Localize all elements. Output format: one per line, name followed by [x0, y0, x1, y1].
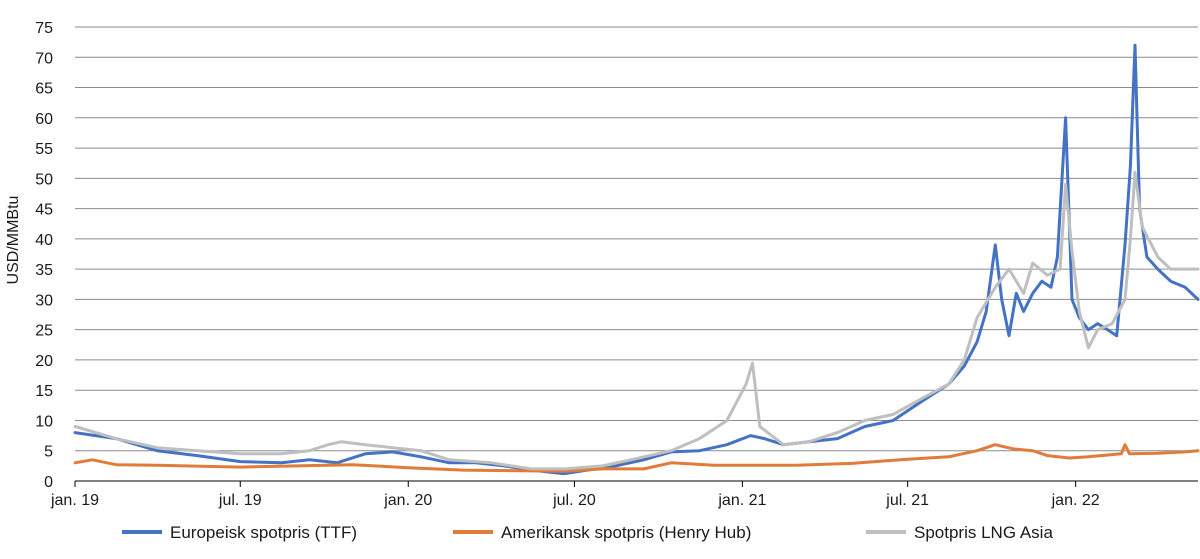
legend-label: Europeisk spotpris (TTF): [170, 523, 357, 542]
y-axis-title: USD/MMBtu: [5, 196, 22, 285]
legend-item: Amerikansk spotpris (Henry Hub): [453, 523, 751, 542]
legend-label: Spotpris LNG Asia: [914, 523, 1053, 542]
x-tick-label: jul. 20: [552, 492, 596, 509]
legend-label: Amerikansk spotpris (Henry Hub): [501, 523, 751, 542]
y-tick-label: 70: [35, 50, 53, 67]
x-tick-label: jul. 19: [218, 492, 262, 509]
series-line-1: [73, 443, 1200, 473]
y-tick-label: 20: [35, 353, 53, 370]
series-line-0: [73, 43, 1200, 476]
y-tick-label: 65: [35, 81, 53, 98]
y-tick-label: 15: [35, 383, 53, 400]
x-tick-label: jan. 19: [50, 492, 99, 509]
y-tick-label: 40: [35, 232, 53, 249]
x-tick-label: jul. 21: [885, 492, 929, 509]
y-tick-label: 25: [35, 323, 53, 340]
legend: Europeisk spotpris (TTF) Amerikansk spotp…: [122, 523, 1053, 542]
y-tick-label: 30: [35, 292, 53, 309]
y-tick-label: 50: [35, 171, 53, 188]
gridlines: [75, 26, 1198, 452]
series-line-2: [73, 170, 1200, 471]
y-tick-label: 5: [44, 444, 53, 461]
y-tick-label: 35: [35, 262, 53, 279]
series-lines: [73, 43, 1200, 476]
x-axis: jan. 19 jul. 19 jan. 20 jul. 20 jan. 21 jul. …: [50, 480, 1198, 509]
legend-item: Spotpris LNG Asia: [866, 523, 1053, 542]
x-tick-label: jan. 20: [383, 492, 432, 509]
y-axis: 0 5 10 15 20 25 30 35 40 45 50 55 60 65 70 75: [35, 20, 53, 491]
y-tick-label: 55: [35, 141, 53, 158]
y-tick-label: 10: [35, 413, 53, 430]
legend-item: Europeisk spotpris (TTF): [122, 523, 357, 542]
y-tick-label: 45: [35, 202, 53, 219]
x-tick-label: jan. 22: [1051, 492, 1100, 509]
y-tick-label: 0: [44, 474, 53, 491]
y-tick-label: 60: [35, 111, 53, 128]
x-tick-label: jan. 21: [717, 492, 766, 509]
y-tick-label: 75: [35, 20, 53, 37]
